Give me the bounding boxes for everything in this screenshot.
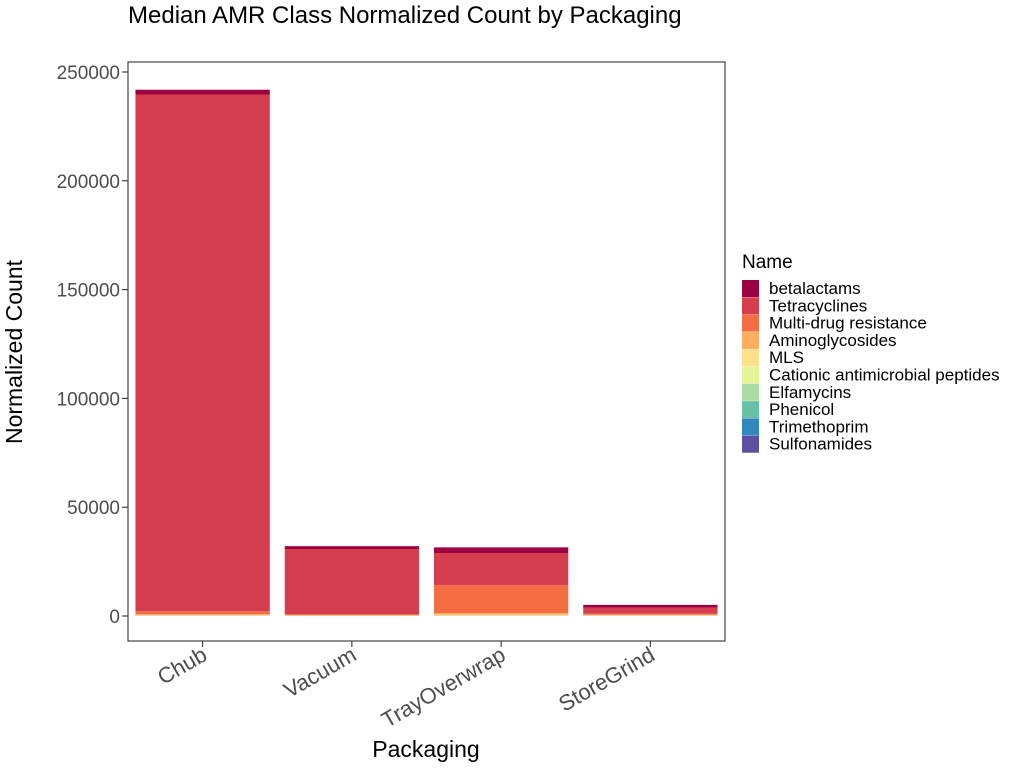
y-tick-label: 100000: [57, 389, 120, 410]
bar-segment: [135, 611, 270, 615]
bar-segment: [583, 604, 718, 608]
y-axis: 0 50000 100000 150000 200000 250000: [57, 63, 128, 628]
legend-swatch: [742, 435, 759, 453]
legend-swatch: [742, 314, 759, 332]
y-axis-title: Normalized Count: [1, 259, 27, 444]
bar-segment: [583, 613, 718, 615]
legend-swatch: [742, 418, 759, 436]
bar-segment: [135, 614, 270, 616]
bar-segment: [284, 549, 420, 615]
legend-label: Elfamycins: [769, 383, 851, 402]
legend-label: Multi-drug resistance: [769, 314, 927, 333]
legend-swatch: [742, 349, 759, 367]
bar-segment: [433, 547, 569, 554]
bar-segment: [583, 607, 718, 614]
y-tick-label: 0: [109, 607, 120, 628]
bar-segment: [433, 613, 569, 615]
legend: Name betalactamsTetracyclinesMulti-drug …: [742, 252, 1000, 454]
legend-swatch: [742, 331, 759, 349]
legend-swatch: [742, 366, 759, 384]
bar-stack-trayoverwrap: [433, 547, 569, 616]
bar-stack-chub: [135, 89, 270, 616]
y-tick-label: 50000: [67, 498, 120, 519]
legend-title: Name: [742, 252, 793, 273]
bar-segment: [284, 614, 420, 616]
x-tick-label: StoreGrind: [554, 642, 659, 717]
bar-segment: [433, 585, 569, 614]
bar-segment: [135, 94, 270, 612]
bar-segment: [284, 546, 420, 550]
legend-label: Tetracyclines: [769, 296, 867, 315]
plot-panel-border: [127, 61, 726, 642]
legend-swatch: [742, 297, 759, 315]
bar-segment: [583, 614, 718, 616]
legend-swatch: [742, 280, 759, 297]
legend-swatch: [742, 401, 759, 419]
x-tick-label: Chub: [153, 642, 211, 690]
legend-label: MLS: [769, 348, 804, 367]
bar-stack-vacuum: [284, 546, 420, 616]
y-tick-label: 250000: [57, 63, 120, 84]
legend-label: Sulfonamides: [769, 435, 872, 454]
x-tick-label: Vacuum: [279, 642, 360, 703]
bar-stack-storegrind: [583, 604, 718, 616]
legend-label: Phenicol: [769, 400, 834, 419]
y-tick-label: 200000: [57, 172, 120, 193]
legend-label: Trimethoprim: [769, 417, 869, 436]
legend-label: betalactams: [769, 279, 861, 298]
bar-segment: [433, 614, 569, 616]
bar-segment: [433, 553, 569, 586]
x-axis: Chub Vacuum TrayOverwrap StoreGrind: [153, 641, 659, 733]
legend-label: Cationic antimicrobial peptides: [769, 366, 1000, 385]
legend-swatch: [742, 383, 759, 401]
chart-title: Median AMR Class Normalized Count by Pac…: [128, 2, 682, 29]
y-tick-label: 150000: [57, 281, 120, 302]
legend-label: Aminoglycosides: [769, 331, 897, 350]
bar-segment: [135, 89, 270, 95]
x-axis-title: Packaging: [372, 736, 479, 762]
x-tick-label: TrayOverwrap: [377, 642, 509, 733]
bars: [135, 89, 718, 616]
